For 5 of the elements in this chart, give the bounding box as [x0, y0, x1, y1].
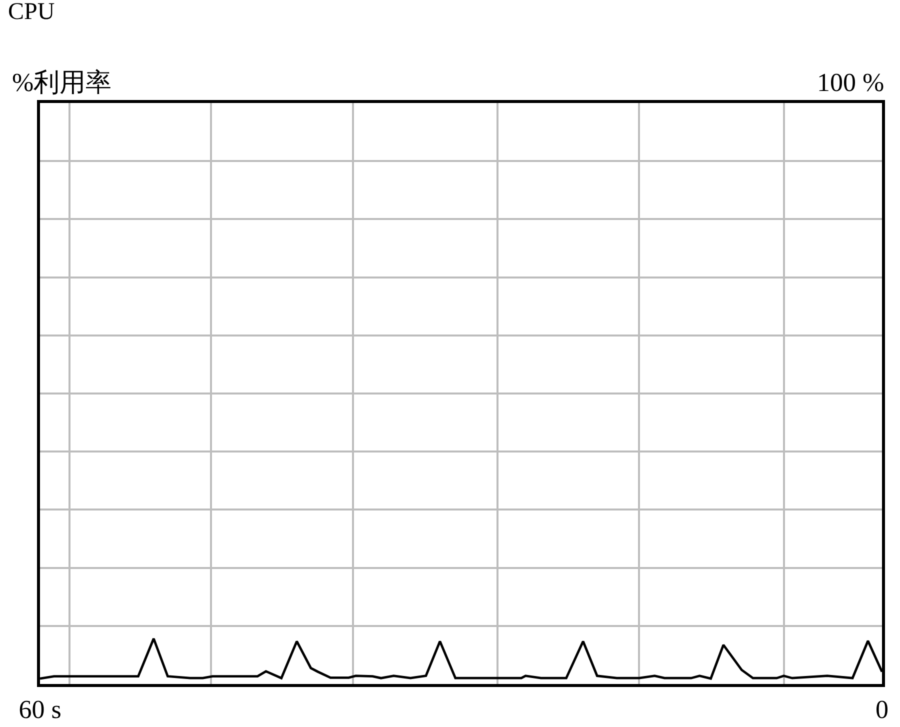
x-tick-label: 60 s: [18, 694, 62, 724]
chart-title: CPU: [8, 0, 55, 25]
text: %利用率: [12, 68, 112, 97]
x-tick-label: 0: [876, 694, 888, 724]
text: 100 %: [817, 68, 884, 97]
